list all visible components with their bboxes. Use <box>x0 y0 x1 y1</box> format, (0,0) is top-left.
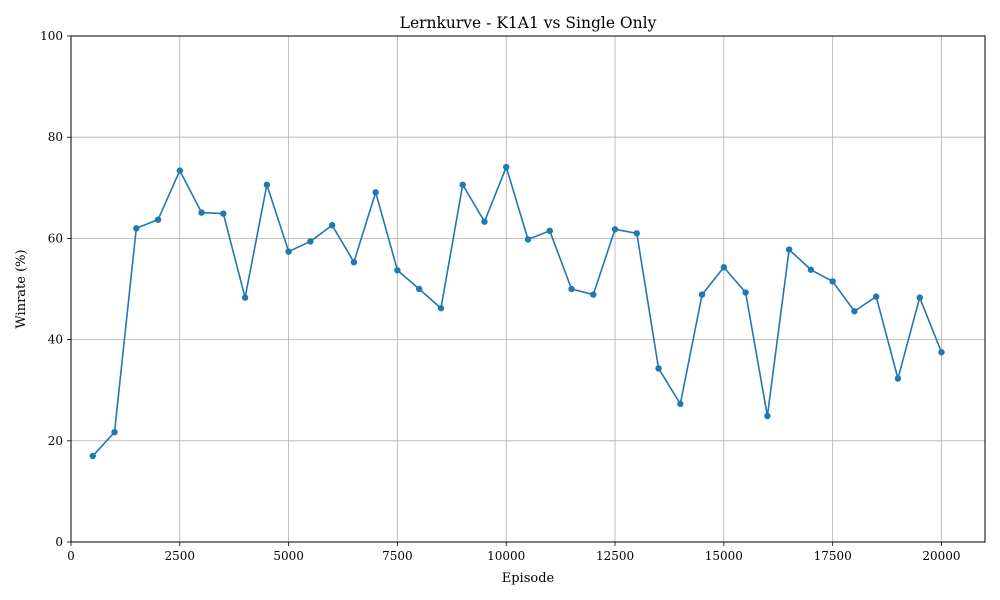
x-axis-label: Episode <box>502 571 555 586</box>
x-tick-label: 7500 <box>382 549 413 563</box>
x-tick-label: 20000 <box>922 549 960 563</box>
data-point <box>655 365 662 372</box>
data-point <box>938 349 945 356</box>
data-point <box>851 308 858 315</box>
data-point <box>198 209 205 216</box>
data-point <box>568 285 575 293</box>
data-point <box>764 412 771 420</box>
y-tick-label: 100 <box>40 29 63 43</box>
x-axis-ticks: 0 2500 5000 7500 10000 12500 15000 17500 20000 <box>67 542 961 563</box>
data-point <box>133 225 140 232</box>
data-point <box>459 181 466 188</box>
x-tick-label: 12500 <box>596 549 634 563</box>
series-line <box>92 166 943 457</box>
data-point <box>415 285 423 293</box>
x-tick-label: 15000 <box>705 549 743 563</box>
data-point <box>89 452 96 460</box>
data-point <box>285 248 292 255</box>
x-tick-label: 2500 <box>165 549 196 563</box>
data-point <box>437 305 445 312</box>
grid <box>70 35 985 543</box>
chart-title: Lernkurve - K1A1 vs Single Only <box>400 14 657 32</box>
y-axis-label: Winrate (%) <box>14 249 29 328</box>
series-line-layer <box>92 166 943 457</box>
data-point <box>263 181 271 188</box>
data-point <box>524 236 532 243</box>
x-tick-label: 5000 <box>273 549 304 563</box>
y-tick-label: 40 <box>48 333 63 347</box>
data-point <box>829 278 836 285</box>
data-point <box>176 167 184 174</box>
data-point <box>503 163 510 171</box>
data-point <box>698 291 706 298</box>
data-point <box>872 293 880 300</box>
data-point <box>111 428 118 436</box>
data-point <box>546 227 553 235</box>
x-tick-label: 10000 <box>487 549 525 563</box>
data-point <box>241 294 249 301</box>
data-point <box>350 258 358 266</box>
data-point <box>328 222 336 229</box>
data-point <box>916 294 923 301</box>
y-axis-ticks: 0 20 40 60 80 100 <box>40 29 71 549</box>
data-point <box>220 210 227 217</box>
data-point <box>154 216 162 223</box>
data-point <box>590 291 597 298</box>
x-tick-label: 0 <box>67 549 75 563</box>
y-tick-label: 60 <box>48 231 63 245</box>
data-point <box>677 400 684 408</box>
data-point <box>807 266 815 273</box>
y-tick-label: 20 <box>48 434 63 448</box>
marker-layer <box>89 163 945 460</box>
data-point <box>307 238 314 245</box>
plot-frame <box>70 35 986 543</box>
x-tick-label: 17500 <box>814 549 852 563</box>
data-point <box>372 189 379 196</box>
data-point <box>633 230 641 237</box>
data-point <box>720 264 728 271</box>
data-point <box>394 267 401 274</box>
data-point <box>481 218 488 225</box>
data-point <box>894 375 902 382</box>
data-point <box>611 226 619 233</box>
data-point <box>742 289 749 296</box>
y-tick-label: 80 <box>48 130 63 144</box>
data-point <box>785 246 793 253</box>
y-tick-label: 0 <box>55 535 63 549</box>
